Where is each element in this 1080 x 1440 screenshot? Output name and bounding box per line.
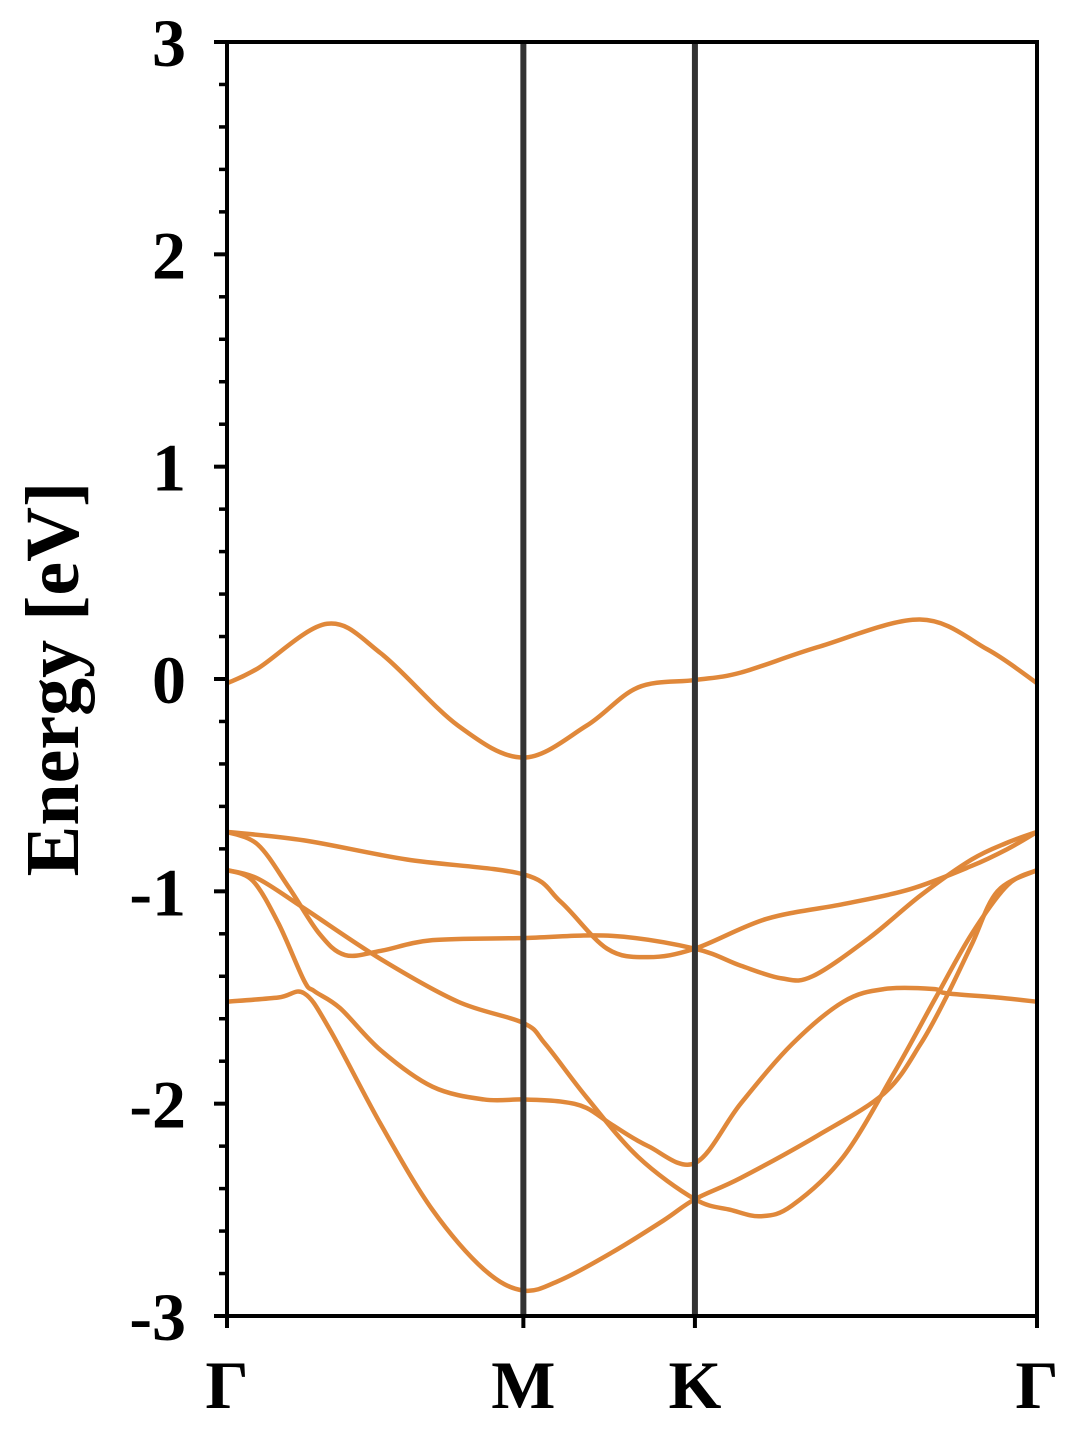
x-tick-label: M (491, 1347, 555, 1423)
band-line-5 (226, 868, 1039, 1294)
band-line-4 (226, 867, 1038, 1167)
plot-frame (225, 40, 1039, 1318)
band-line-3 (226, 867, 1039, 1219)
y-tick-label: -1 (129, 854, 186, 930)
y-axis: 3 2 1 0 -1 -2 -3 (129, 5, 227, 1355)
y-axis-title: Energy [eV] (11, 482, 95, 877)
y-tick-label: 1 (152, 430, 186, 506)
y-tick-label: 3 (152, 5, 186, 81)
y-tick-label: 2 (152, 217, 186, 293)
high-symmetry-lines (520, 42, 698, 1316)
x-tick-label: K (668, 1347, 721, 1423)
x-tick-label: Γ (205, 1347, 248, 1423)
y-tick-label: -3 (129, 1279, 186, 1355)
bands (226, 617, 1039, 1294)
y-tick-label: 0 (152, 642, 186, 718)
band-line-2 (226, 829, 1038, 983)
band-line-0 (226, 617, 1039, 760)
x-tick-label: Γ (1015, 1347, 1058, 1423)
y-tick-label: -2 (129, 1067, 186, 1143)
